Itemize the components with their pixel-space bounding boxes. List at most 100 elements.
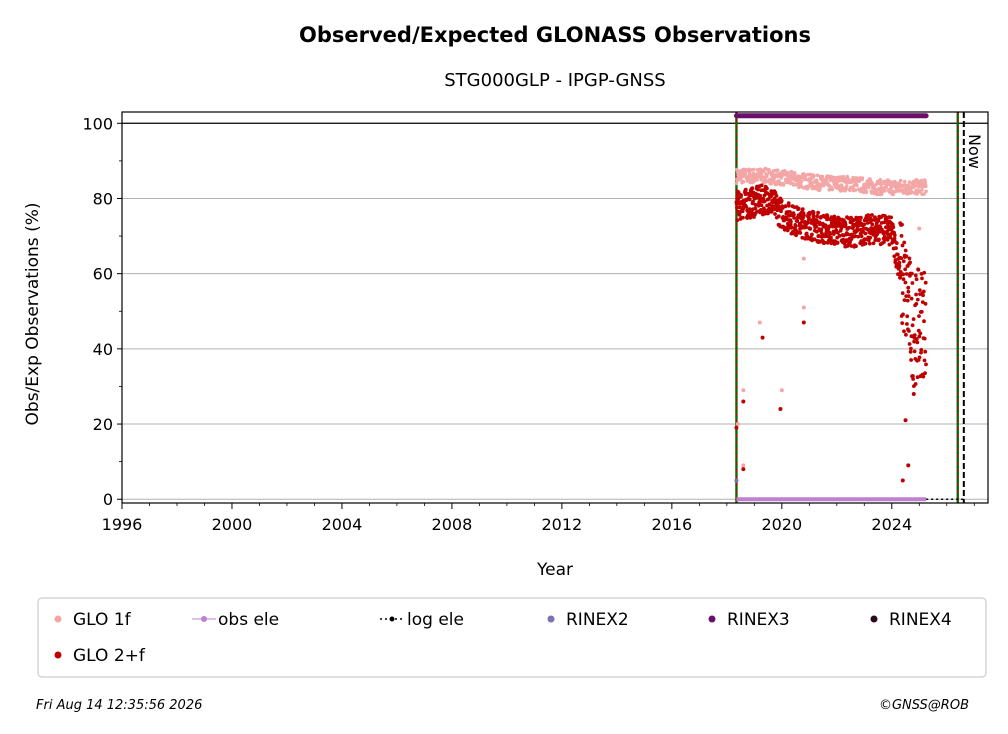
- glo-2f-point: [917, 288, 922, 292]
- x-tick-label: 2012: [542, 515, 583, 534]
- glo-2f-point: [792, 216, 796, 220]
- glo-2f-point: [805, 236, 810, 241]
- glo-2f-point: [789, 219, 793, 224]
- glo-2f-point: [837, 234, 842, 238]
- glo-1f-point: [920, 188, 924, 192]
- glo-2f-point: [911, 374, 915, 378]
- now-label: Now: [965, 134, 984, 169]
- x-axis: 1996 2000 2004 2008 2012 2016 2020 2024: [102, 503, 975, 534]
- glo-2f-point: [902, 298, 907, 302]
- glo-2f-point: [870, 213, 874, 217]
- legend-label-rinex2: RINEX2: [566, 610, 629, 630]
- glo-1f-point: [919, 178, 924, 183]
- legend: GLO 1f obs ele log ele RINEX2 RINEX3 RINEX4 GL…: [37, 597, 987, 678]
- glo-2f-point: [735, 218, 740, 223]
- glo-1f-point: [734, 181, 739, 186]
- glo-1f-point: [909, 189, 914, 194]
- glo-2f-point: [904, 332, 908, 337]
- glo-2f-point: [787, 213, 791, 218]
- glo-1f-point: [803, 173, 808, 177]
- glo-2f-point: [792, 212, 796, 217]
- glo-2f-point: [816, 234, 821, 238]
- glo-2f-point: [741, 467, 746, 472]
- glo-2f-point: [759, 183, 764, 188]
- glo-2f-point: [751, 199, 755, 204]
- glo-1f-point: [735, 167, 739, 172]
- glo-2f-point: [905, 314, 910, 319]
- glo-2f-point: [923, 349, 928, 354]
- glo-2f-point: [862, 222, 867, 227]
- glo-1f-point: [901, 191, 906, 195]
- glo-1f-point: [779, 388, 784, 393]
- legend-label-glo-2-f: GLO 2+f: [73, 646, 146, 666]
- glo-1f-point: [917, 226, 922, 231]
- glo-1f-point: [913, 184, 918, 188]
- glo-1f-point: [794, 183, 798, 187]
- glo-2f-point: [911, 317, 916, 321]
- glo-2f-point: [906, 294, 911, 298]
- glo-2f-point: [900, 321, 905, 325]
- glo-1f-point: [799, 179, 804, 184]
- y-axis: 0 20 40 60 80 100: [82, 114, 122, 509]
- x-tick-label: 2016: [651, 515, 692, 534]
- glo-2f-point: [906, 285, 911, 290]
- glo-2f-point: [815, 214, 819, 219]
- glo-1f-point: [924, 184, 928, 188]
- glo-2f-point: [831, 232, 836, 237]
- legend-marker-rinex3: [708, 615, 716, 623]
- glo-2f-point: [892, 254, 897, 259]
- glo-2f-point: [795, 219, 800, 223]
- x-tick-label: 2004: [322, 515, 363, 534]
- glo-2f-point: [779, 209, 783, 214]
- glo-2f-point: [865, 221, 870, 225]
- y-axis-label: Obs/Exp Observations (%): [23, 203, 43, 426]
- glo-1f-point: [903, 183, 907, 187]
- glo-2f-point: [922, 319, 926, 324]
- glo-2f-point: [787, 203, 791, 208]
- glo-2f-point: [837, 218, 841, 223]
- glo-2f-point: [776, 214, 781, 219]
- glo-1f-point: [845, 174, 850, 179]
- glo-2f-point: [919, 348, 924, 352]
- glo-2f-point: [899, 234, 904, 238]
- glo-2f-point: [762, 199, 767, 204]
- x-axis-label: Year: [536, 560, 573, 580]
- glo-2f-point: [750, 186, 755, 191]
- glo-1f-point: [808, 172, 813, 177]
- glo-2f-point: [798, 231, 803, 235]
- glo-2f-point: [841, 237, 846, 242]
- glo-2f-point: [867, 241, 872, 246]
- glo-2f-point: [832, 214, 837, 219]
- footer-timestamp: Fri Aug 14 12:35:56 2026: [36, 698, 202, 713]
- glo-2f-point: [767, 197, 771, 201]
- legend-marker-obs-ele: [201, 616, 207, 622]
- glo-2f-point: [915, 375, 920, 380]
- glo-2f-point: [779, 199, 784, 203]
- glo-2f-point: [829, 235, 833, 240]
- glo-1f-point: [815, 173, 820, 178]
- glo-2f-point: [892, 236, 897, 241]
- glo-2f-point: [811, 210, 816, 215]
- glo-1f-point: [770, 171, 775, 176]
- glo-2f-point: [921, 289, 926, 294]
- glo-2f-point: [913, 273, 918, 278]
- glo-2f-point: [890, 240, 894, 245]
- glo-2f-point: [921, 374, 926, 379]
- glo-2f-point: [767, 202, 772, 207]
- y-tick-label: 60: [93, 265, 113, 284]
- legend-label-log-ele: log ele: [407, 610, 464, 630]
- glo-2f-point: [917, 334, 922, 339]
- legend-label-rinex3: RINEX3: [727, 610, 790, 630]
- glo-2f-point: [760, 335, 765, 340]
- glo-2f-point: [855, 228, 860, 233]
- glo-2f-point: [922, 270, 927, 275]
- glo-1f-point: [803, 175, 807, 180]
- glo-1f-point: [812, 174, 816, 178]
- glo-2f-point: [920, 276, 924, 281]
- reference-lines: Now: [735, 112, 984, 503]
- glo-2f-point: [887, 242, 892, 247]
- glo-2f-point: [892, 233, 897, 238]
- glo-2f-point: [747, 207, 752, 212]
- glo-2f-point: [897, 263, 902, 268]
